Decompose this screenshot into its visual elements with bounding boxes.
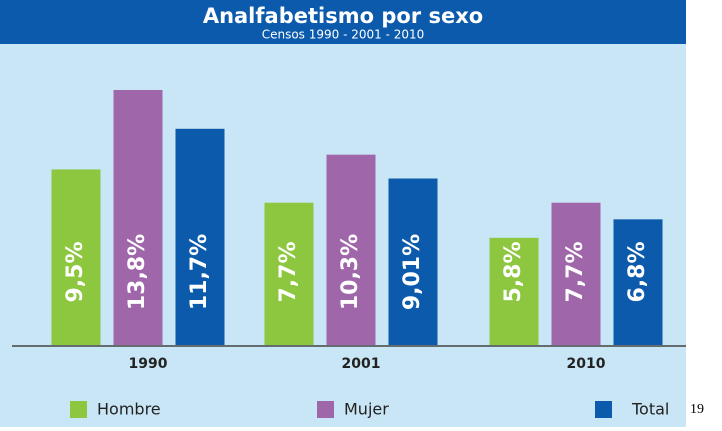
value-label: 7,7% [276,241,301,302]
legend-label: Total [631,400,669,419]
bar [551,202,601,345]
x-tick-label: 2001 [342,356,381,372]
bar [264,202,314,345]
header [0,0,686,44]
x-tick-label: 2010 [567,356,606,372]
value-label: 13,8% [125,234,150,310]
legend-area [0,372,686,427]
bar [326,154,376,345]
annotation: 19 [690,402,704,417]
value-label: 6,8% [625,241,650,302]
bar [613,219,663,345]
value-label: 9,01% [400,234,425,310]
value-label: 5,8% [501,241,526,302]
x-tick-label: 1990 [129,356,168,372]
bar [388,178,438,345]
chart-title: Analfabetismo por sexo [203,4,483,28]
value-label: 10,3% [338,234,363,310]
bar [51,169,101,345]
value-label: 9,5% [63,241,88,302]
legend-swatch [70,401,87,418]
bar [113,90,163,345]
bar [489,237,539,345]
chart-subtitle: Censos 1990 - 2001 - 2010 [262,28,425,42]
legend-label: Mujer [344,400,389,419]
legend-swatch [595,401,612,418]
legend-label: Hombre [97,400,161,419]
value-label: 11,7% [187,234,212,310]
legend-swatch [317,401,334,418]
value-label: 7,7% [563,241,588,302]
bar [175,128,225,345]
